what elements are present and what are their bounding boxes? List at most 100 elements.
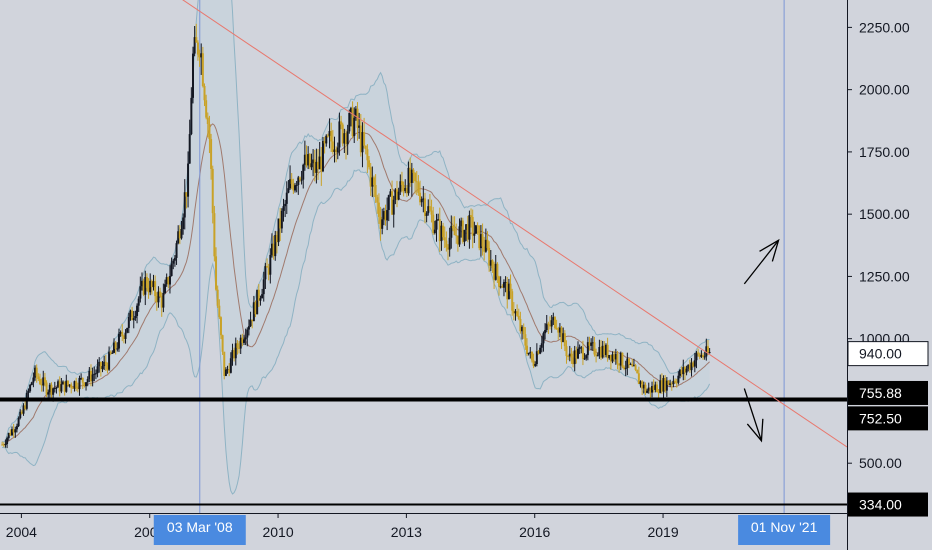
candle-body xyxy=(9,433,12,436)
candle-body xyxy=(203,86,206,101)
candle-body xyxy=(692,362,695,367)
candle-body xyxy=(93,373,96,375)
candle-body xyxy=(404,188,407,192)
candle-body xyxy=(215,256,218,290)
candle-body xyxy=(312,159,315,164)
candle-body xyxy=(511,291,514,311)
candle-body xyxy=(369,167,372,187)
candle-body xyxy=(35,367,38,377)
candle-body xyxy=(604,344,607,355)
candle-body xyxy=(80,377,83,379)
candle-body xyxy=(98,361,101,367)
price-tag-label: 940.00 xyxy=(859,346,902,362)
candle-body xyxy=(55,387,58,389)
candle-body xyxy=(241,337,244,343)
candle-body xyxy=(14,429,17,433)
candle-body xyxy=(234,343,237,359)
candle-body xyxy=(150,280,153,288)
candle-body xyxy=(679,369,682,376)
candle-body xyxy=(672,380,675,385)
candle-body xyxy=(236,343,239,348)
candle-body xyxy=(550,320,553,327)
candle-body xyxy=(575,350,578,359)
candle-body xyxy=(478,225,481,249)
price-tag-box xyxy=(847,341,929,367)
candle-body xyxy=(372,177,375,186)
candle-body xyxy=(201,53,204,87)
x-tick-label: 2004 xyxy=(6,524,37,540)
candle-body xyxy=(303,154,306,165)
candle-body xyxy=(665,380,668,391)
candle-body xyxy=(590,342,593,346)
candle-body xyxy=(603,345,606,355)
candle-body xyxy=(682,367,685,375)
candle-body xyxy=(455,235,458,237)
candle-body xyxy=(180,228,183,239)
price-tag-label: 334.00 xyxy=(859,497,902,513)
candle-body xyxy=(425,213,428,216)
candle-body xyxy=(173,257,176,261)
candle-body xyxy=(270,243,273,255)
candle-body xyxy=(394,189,397,200)
candle-body xyxy=(349,108,352,114)
candle-body xyxy=(377,202,380,217)
candle-body xyxy=(651,386,654,393)
candle-body xyxy=(341,124,344,144)
y-tick-label: 2250.00 xyxy=(859,19,910,35)
candle-body xyxy=(321,141,324,172)
candle-body xyxy=(88,370,91,380)
candle-body xyxy=(693,360,696,367)
candle-body xyxy=(60,384,63,392)
candle-body xyxy=(305,154,308,166)
candle-body xyxy=(521,326,524,332)
candle-body xyxy=(489,260,492,266)
candle-body xyxy=(499,286,502,288)
candle-body xyxy=(465,224,468,230)
candle-body xyxy=(50,384,53,395)
candle-body xyxy=(542,333,545,344)
candle-body xyxy=(218,305,221,318)
candle-body xyxy=(598,347,601,356)
candle-body xyxy=(419,192,422,203)
x-tick-label: 2019 xyxy=(647,524,678,540)
candle-body xyxy=(216,289,219,306)
candle-body xyxy=(85,382,88,387)
candle-body xyxy=(636,369,639,374)
candle-body xyxy=(249,319,252,327)
candle-body xyxy=(287,188,290,193)
candle-body xyxy=(257,289,260,301)
candle-body xyxy=(353,117,356,136)
candle-body xyxy=(572,357,575,365)
candle-body xyxy=(206,117,209,124)
candle-body xyxy=(644,384,647,393)
candle-body xyxy=(415,181,418,183)
candle-body xyxy=(614,353,617,360)
candle-body xyxy=(294,185,297,191)
candle-body xyxy=(251,319,254,322)
candle-body xyxy=(427,206,430,214)
candle-body xyxy=(144,277,147,295)
candle-body xyxy=(683,367,686,373)
candle-body xyxy=(333,149,336,152)
candle-body xyxy=(172,260,175,264)
candle-body xyxy=(364,145,367,150)
candle-body xyxy=(552,317,555,321)
candle-body xyxy=(170,263,173,276)
candle-body xyxy=(290,179,293,184)
candle-body xyxy=(361,132,364,153)
candle-body xyxy=(565,346,568,357)
candle-body xyxy=(580,347,583,349)
candle-body xyxy=(289,179,292,189)
candle-body xyxy=(608,355,611,359)
bollinger-band-fill xyxy=(2,0,710,494)
candle-body xyxy=(99,361,102,370)
candle-body xyxy=(634,365,637,370)
candle-body xyxy=(57,381,60,388)
candle-body xyxy=(196,42,199,55)
candle-body xyxy=(568,353,571,357)
candle-body xyxy=(654,384,657,390)
candle-body xyxy=(468,215,471,240)
candle-body xyxy=(53,387,56,389)
candle-body xyxy=(652,386,655,390)
candle-body xyxy=(208,123,211,140)
